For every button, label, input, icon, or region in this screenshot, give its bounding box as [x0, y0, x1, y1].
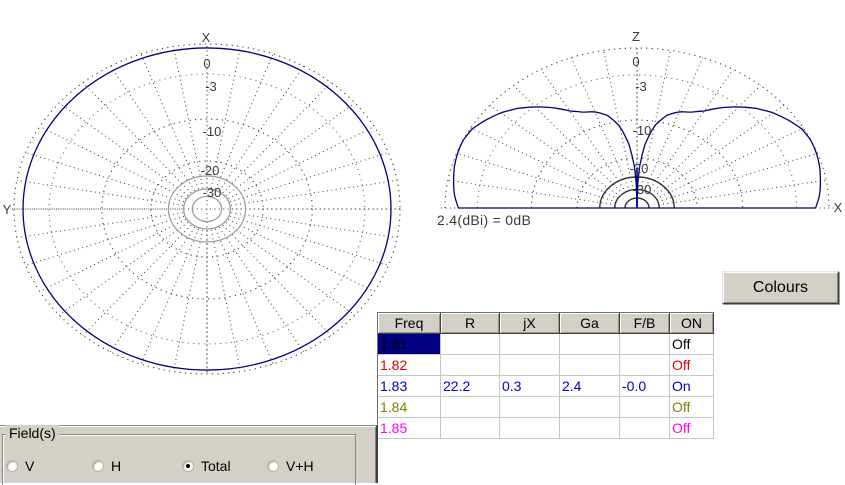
jx-cell[interactable]: [500, 397, 560, 418]
fb-cell[interactable]: [620, 355, 670, 376]
column-header-ga[interactable]: Ga: [560, 313, 620, 334]
column-header-on[interactable]: ON: [670, 313, 714, 334]
freq-cell[interactable]: 1.82: [378, 355, 441, 376]
r-cell[interactable]: [441, 397, 500, 418]
azimuth-axis-top-label: X: [202, 30, 211, 45]
ga-cell[interactable]: [560, 418, 620, 439]
field-radio-v-label: V: [25, 458, 35, 474]
fb-cell[interactable]: [620, 418, 670, 439]
fields-groupbox: Field(s): [2, 425, 356, 485]
field-radio-row: V H Total V+H: [0, 458, 376, 474]
elevation-pattern: [452, 106, 822, 209]
elevation-grid: [441, 47, 834, 209]
ga-cell[interactable]: 2.4: [560, 376, 620, 397]
field-radio-v[interactable]: V: [6, 458, 34, 474]
r-cell[interactable]: [441, 418, 500, 439]
fb-cell[interactable]: [620, 397, 670, 418]
ga-cell[interactable]: [560, 397, 620, 418]
fields-groupbox-label: Field(s): [6, 425, 59, 441]
elevation-ring-label-0dB: 0: [632, 54, 639, 69]
field-radio-h[interactable]: H: [92, 458, 121, 474]
on-toggle-cell[interactable]: On: [670, 376, 714, 397]
jx-cell[interactable]: [500, 418, 560, 439]
elevation-axis-right-label: X: [834, 200, 843, 215]
azimuth-grid: [12, 43, 403, 375]
column-header-jx[interactable]: jX: [500, 313, 560, 334]
freq-cell[interactable]: 1.81: [378, 334, 441, 355]
radio-circle-icon[interactable]: [267, 460, 279, 472]
fb-cell[interactable]: [620, 334, 670, 355]
ga-cell[interactable]: [560, 355, 620, 376]
radio-circle-icon[interactable]: [182, 460, 194, 472]
r-cell[interactable]: 22.2: [441, 376, 500, 397]
field-radio-total-label: Total: [201, 458, 231, 474]
frequency-table: Freq R jX Ga F/B ON 1.81 Off 1.82 Off 1.…: [377, 312, 714, 439]
fb-cell[interactable]: -0.0: [620, 376, 670, 397]
azimuth-ring-label-10dB: -10: [203, 124, 222, 139]
on-toggle-cell[interactable]: Off: [670, 355, 714, 376]
freq-cell[interactable]: 1.85: [378, 418, 441, 439]
freq-cell[interactable]: 1.83: [378, 376, 441, 397]
azimuth-ring-label-0dB: 0: [203, 56, 210, 71]
azimuth-ring-label-20dB: -20: [201, 163, 220, 178]
on-toggle-cell[interactable]: Off: [670, 397, 714, 418]
elevation-ring-label-10dB: -10: [633, 123, 652, 138]
field-radio-h-label: H: [111, 458, 122, 474]
radio-circle-icon[interactable]: [6, 460, 18, 472]
r-cell[interactable]: [441, 334, 500, 355]
on-toggle-cell[interactable]: Off: [670, 334, 714, 355]
fields-panel: Field(s) V H Total V+H: [0, 425, 378, 485]
ga-cell[interactable]: [560, 334, 620, 355]
elevation-axis-top-label: Z: [632, 29, 640, 44]
jx-cell[interactable]: [500, 334, 560, 355]
azimuth-axis-left-label: Y: [3, 202, 12, 217]
field-radio-vh-label: V+H: [286, 458, 314, 474]
column-header-freq[interactable]: Freq: [378, 313, 441, 334]
gain-reference-caption: 2.4(dBi) = 0dB: [437, 212, 532, 228]
column-header-r[interactable]: R: [441, 313, 500, 334]
on-toggle-cell[interactable]: Off: [670, 418, 714, 439]
elevation-ring-label-20dB: -20: [630, 161, 649, 176]
jx-cell[interactable]: [500, 355, 560, 376]
jx-cell[interactable]: 0.3: [500, 376, 560, 397]
freq-cell[interactable]: 1.84: [378, 397, 441, 418]
field-radio-vh[interactable]: V+H: [267, 458, 314, 474]
azimuth-ring-label-30dB: -30: [203, 185, 222, 200]
elevation-ring-label-3dB: -3: [635, 79, 647, 94]
azimuth-ring-label-3dB: -3: [205, 79, 217, 94]
field-radio-total[interactable]: Total: [182, 458, 231, 474]
azimuth-pattern: [22, 47, 392, 371]
colours-button[interactable]: Colours: [722, 271, 839, 304]
elevation-ring-label-30dB: -30: [633, 182, 652, 197]
radio-circle-icon[interactable]: [92, 460, 104, 472]
column-header-fb[interactable]: F/B: [620, 313, 670, 334]
r-cell[interactable]: [441, 355, 500, 376]
